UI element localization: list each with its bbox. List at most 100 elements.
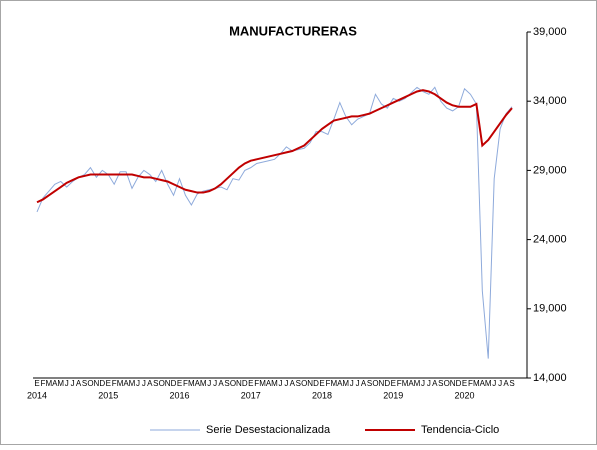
x-tick-label: O <box>87 379 93 388</box>
x-tick-label: M <box>188 379 195 388</box>
x-tick-label: A <box>503 379 509 388</box>
x-tick-label: J <box>356 379 360 388</box>
x-tick-label: A <box>218 379 224 388</box>
x-tick-label: A <box>480 379 486 388</box>
x-tick-label: O <box>159 379 165 388</box>
x-tick-label: J <box>71 379 75 388</box>
x-tick-label: J <box>284 379 288 388</box>
x-tick-label: J <box>492 379 496 388</box>
x-tick-label: M <box>342 379 349 388</box>
chart-title: MANUFACTURERAS <box>229 23 357 38</box>
x-tick-label: S <box>509 379 514 388</box>
y-tick-label: 39,000 <box>533 26 567 38</box>
x-tick-label: F <box>254 379 259 388</box>
x-tick-label: N <box>307 379 313 388</box>
x-tick-label: S <box>82 379 87 388</box>
x-tick-label: S <box>438 379 443 388</box>
legend-label: Tendencia-Ciclo <box>421 424 499 436</box>
y-tick-label: 19,000 <box>533 303 567 315</box>
x-tick-label: J <box>207 379 211 388</box>
x-tick-label: D <box>99 379 105 388</box>
x-tick-label: M <box>414 379 421 388</box>
x-tick-label: A <box>408 379 414 388</box>
x-tick-label: A <box>266 379 272 388</box>
x-tick-label: E <box>34 379 39 388</box>
y-tick-label: 24,000 <box>533 234 567 246</box>
x-tick-label: N <box>236 379 242 388</box>
year-label: 2020 <box>454 390 474 400</box>
x-tick-label: N <box>165 379 171 388</box>
x-tick-label: E <box>391 379 396 388</box>
x-tick-label: D <box>456 379 462 388</box>
x-tick-label: M <box>117 379 124 388</box>
x-tick-label: J <box>136 379 140 388</box>
x-tick-label: J <box>421 379 425 388</box>
x-tick-label: J <box>213 379 217 388</box>
year-label: 2016 <box>169 390 189 400</box>
y-tick-label: 29,000 <box>533 164 567 176</box>
x-tick-label: F <box>325 379 330 388</box>
x-tick-label: S <box>296 379 301 388</box>
x-tick-label: S <box>367 379 372 388</box>
y-tick-label: 34,000 <box>533 95 567 107</box>
x-tick-label: M <box>402 379 409 388</box>
x-tick-label: A <box>337 379 343 388</box>
x-tick-label: M <box>485 379 492 388</box>
x-tick-label: S <box>224 379 229 388</box>
x-tick-label: E <box>177 379 182 388</box>
x-tick-label: S <box>153 379 158 388</box>
x-tick-label: M <box>271 379 278 388</box>
x-tick-label: F <box>183 379 188 388</box>
x-tick-label: E <box>106 379 111 388</box>
x-tick-label: N <box>93 379 99 388</box>
x-tick-label: F <box>40 379 45 388</box>
x-tick-label: M <box>331 379 338 388</box>
x-tick-label: F <box>112 379 117 388</box>
x-tick-label: M <box>129 379 136 388</box>
x-tick-label: N <box>378 379 384 388</box>
year-label: 2017 <box>241 390 261 400</box>
x-tick-label: A <box>123 379 129 388</box>
x-tick-label: A <box>76 379 82 388</box>
year-label: 2015 <box>98 390 118 400</box>
x-tick-label: J <box>350 379 354 388</box>
year-label: 2018 <box>312 390 332 400</box>
x-tick-label: E <box>319 379 324 388</box>
x-tick-label: J <box>427 379 431 388</box>
x-tick-label: D <box>384 379 390 388</box>
series-line <box>36 86 513 359</box>
legend-label: Serie Desestacionalizada <box>206 424 331 436</box>
x-tick-label: O <box>372 379 378 388</box>
x-tick-label: E <box>248 379 253 388</box>
x-tick-label: O <box>230 379 236 388</box>
y-tick-label: 14,000 <box>533 372 567 384</box>
x-tick-label: J <box>65 379 69 388</box>
x-tick-label: M <box>259 379 266 388</box>
x-tick-label: J <box>142 379 146 388</box>
x-tick-label: O <box>444 379 450 388</box>
x-tick-label: A <box>361 379 367 388</box>
x-tick-label: A <box>290 379 296 388</box>
x-tick-label: F <box>397 379 402 388</box>
x-tick-label: M <box>57 379 64 388</box>
x-tick-label: O <box>301 379 307 388</box>
x-tick-label: A <box>195 379 201 388</box>
x-tick-label: D <box>171 379 177 388</box>
x-tick-label: E <box>462 379 467 388</box>
x-tick-label: D <box>313 379 319 388</box>
x-tick-label: A <box>432 379 438 388</box>
series-line <box>36 89 513 204</box>
x-tick-label: D <box>242 379 248 388</box>
year-label: 2019 <box>383 390 403 400</box>
x-tick-label: M <box>473 379 480 388</box>
x-tick-label: A <box>52 379 58 388</box>
x-tick-label: M <box>200 379 207 388</box>
x-tick-label: F <box>468 379 473 388</box>
x-tick-label: N <box>450 379 456 388</box>
year-label: 2014 <box>27 390 47 400</box>
x-tick-label: M <box>46 379 53 388</box>
x-tick-label: J <box>498 379 502 388</box>
x-tick-label: A <box>147 379 153 388</box>
